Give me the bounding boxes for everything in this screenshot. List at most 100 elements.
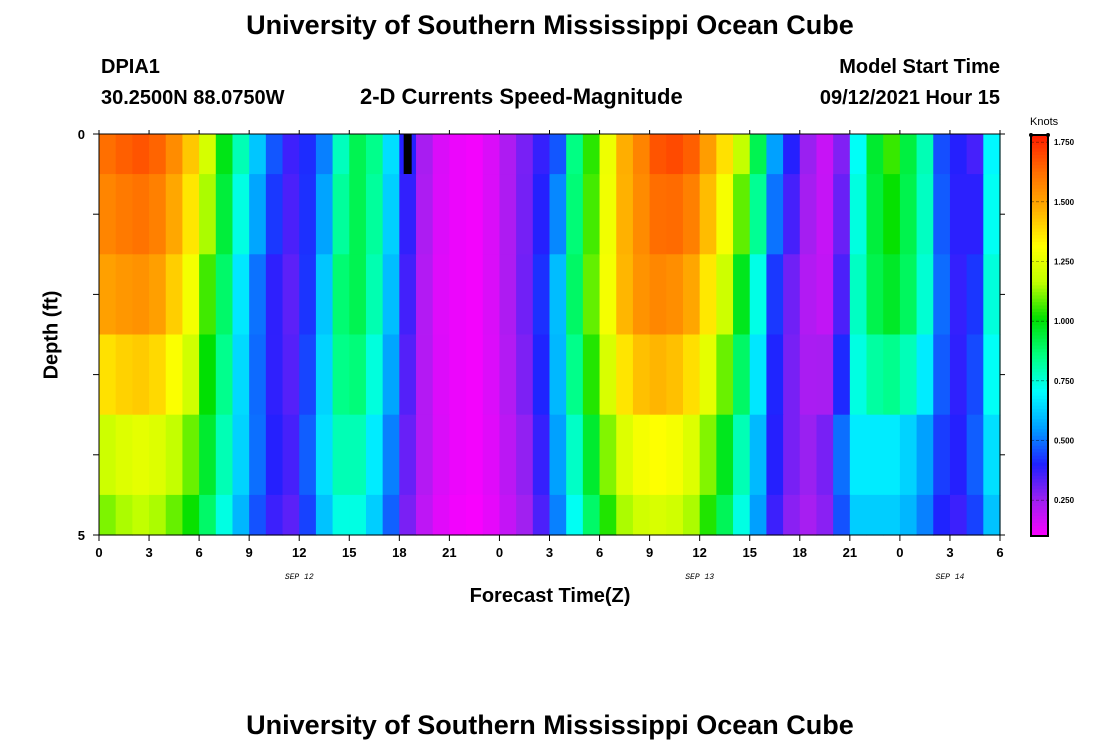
heatmap-cell: [899, 174, 918, 255]
colorbar-segment: [1031, 168, 1048, 173]
x-tick-label: 15: [742, 545, 756, 560]
heatmap-cell: [149, 494, 167, 536]
heatmap-cell: [482, 254, 501, 336]
colorbar-segment: [1031, 175, 1048, 180]
colorbar-segment: [1031, 492, 1048, 497]
heatmap-cell: [632, 414, 651, 496]
colorbar-segment: [1031, 221, 1048, 227]
x-tick-label: 3: [546, 545, 553, 560]
colorbar-segment: [1031, 462, 1048, 467]
heatmap-cell: [265, 134, 284, 175]
colorbar-segment: [1031, 358, 1048, 364]
colorbar-segment: [1031, 412, 1048, 417]
heatmap-cell: [132, 254, 150, 336]
heatmap-cell: [749, 134, 768, 175]
x-tick-label: 18: [793, 545, 807, 560]
heatmap-cell: [432, 494, 450, 536]
heatmap-cell: [282, 334, 300, 416]
heatmap-cell: [566, 134, 584, 175]
heatmap-cell: [866, 414, 884, 496]
heatmap-cell: [916, 334, 934, 416]
colorbar-segment: [1031, 505, 1048, 511]
heatmap-cell: [799, 414, 818, 496]
heatmap-cell: [883, 254, 901, 336]
heatmap-cell: [933, 254, 951, 336]
colorbar-tick-label: 0.500: [1054, 437, 1075, 446]
colorbar-segment: [1031, 245, 1048, 250]
heatmap-cell: [833, 254, 851, 336]
heatmap-cell: [816, 174, 834, 255]
heatmap-cell: [232, 494, 250, 536]
colorbar-segment: [1031, 429, 1048, 434]
heatmap-cell: [983, 334, 1001, 416]
heatmap-cell: [215, 134, 234, 175]
colorbar-segment: [1031, 241, 1048, 247]
heatmap-cell: [215, 494, 234, 536]
x-tick-label: 0: [496, 545, 503, 560]
date-label: SEP 13: [685, 573, 714, 582]
heatmap-cell: [766, 494, 784, 536]
heatmap-cell: [899, 494, 918, 536]
heatmap-cell: [816, 254, 834, 336]
heatmap-cell: [449, 334, 467, 416]
heatmap-cell: [849, 254, 868, 336]
heatmap-cell: [482, 414, 501, 496]
heatmap-cell: [749, 414, 768, 496]
heatmap-cell: [616, 494, 634, 536]
heatmap-cell: [449, 174, 467, 255]
heatmap-cell: [365, 334, 384, 416]
heatmap-cell: [566, 254, 584, 336]
heatmap-cell: [332, 414, 350, 496]
colorbar-segment: [1031, 375, 1048, 380]
heatmap-cell: [449, 494, 467, 536]
heatmap-cell: [315, 134, 334, 175]
colorbar-segment: [1031, 519, 1048, 524]
heatmap-cell: [149, 254, 167, 336]
current-time-marker: [403, 134, 412, 174]
heatmap-cell: [783, 134, 801, 175]
heatmap-cell: [99, 254, 117, 336]
heatmap-cell: [149, 334, 167, 416]
colorbar-segment: [1031, 325, 1048, 330]
heatmap-cell: [416, 254, 434, 336]
heatmap-cell: [482, 174, 501, 255]
heatmap-cell: [149, 174, 167, 255]
colorbar-segment: [1031, 298, 1048, 303]
heatmap-cell: [499, 174, 517, 255]
colorbar-segment: [1031, 532, 1048, 537]
colorbar-tick-label: 0.250: [1054, 496, 1075, 505]
colorbar-segment: [1031, 345, 1048, 350]
heatmap-cell: [232, 414, 250, 496]
colorbar-segment: [1031, 205, 1048, 210]
heatmap-cell: [733, 174, 751, 255]
heatmap-cell: [165, 494, 184, 536]
x-tick-label: 0: [95, 545, 102, 560]
heatmap-cell: [99, 134, 117, 175]
heatmap-cell: [699, 254, 717, 336]
heatmap-cell: [132, 174, 150, 255]
heatmap-cell: [115, 334, 133, 416]
colorbar-segment: [1031, 211, 1048, 216]
x-tick-label: 12: [292, 545, 306, 560]
heatmap-cell: [115, 254, 133, 336]
colorbar-segment: [1031, 439, 1048, 444]
heatmap-cell: [733, 414, 751, 496]
heatmap-cell: [115, 494, 133, 536]
heatmap-cell: [215, 254, 234, 336]
x-tick-label: 9: [246, 545, 253, 560]
y-tick-label: 5: [78, 528, 85, 543]
colorbar-segment: [1031, 315, 1048, 320]
date-label: SEP 14: [936, 573, 965, 582]
heatmap-cell: [165, 254, 184, 336]
heatmap-cell: [282, 174, 300, 255]
heatmap-cell: [632, 494, 651, 536]
heatmap-cell: [666, 414, 684, 496]
heatmap-cell: [699, 174, 717, 255]
heatmap-cell: [466, 254, 484, 336]
heatmap-cell: [299, 494, 317, 536]
heatmap-cell: [916, 174, 934, 255]
heatmap-cell: [265, 494, 284, 536]
heatmap-cell: [532, 134, 551, 175]
heatmap-cell: [616, 334, 634, 416]
colorbar-segment: [1031, 178, 1048, 183]
